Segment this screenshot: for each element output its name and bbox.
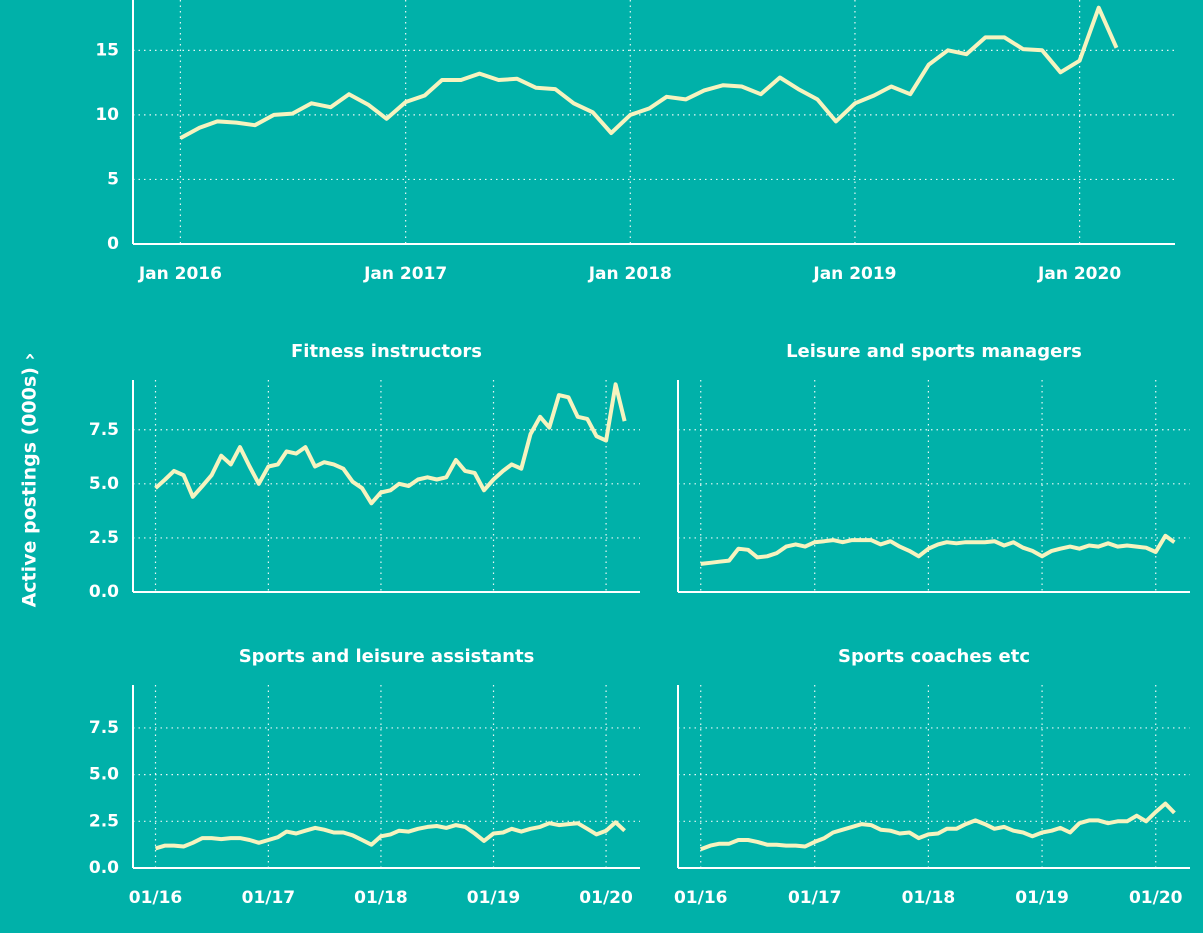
y-tick-label: 15 <box>95 40 119 60</box>
data-line <box>179 5 1119 140</box>
y-tick-label: 10 <box>95 105 119 125</box>
x-tick-label: 01/16 <box>674 888 728 908</box>
y-tick-label: 7.5 <box>89 718 119 738</box>
data-line <box>699 801 1176 852</box>
x-tick-label: Jan 2017 <box>363 264 447 284</box>
y-axis-label: Active postings (000s) › <box>19 353 41 608</box>
y-tick-label: 7.5 <box>89 420 119 440</box>
x-tick-label: Jan 2019 <box>812 264 896 284</box>
y-tick-label: 5 <box>107 169 119 189</box>
y-tick-label: 0.0 <box>89 858 119 878</box>
y-tick-label: 5.0 <box>89 765 119 785</box>
y-tick-label: 2.5 <box>89 811 119 831</box>
x-tick-label: 01/17 <box>242 888 296 908</box>
panel-title: Sports and leisure assistants <box>239 646 535 667</box>
x-tick-label: 01/16 <box>129 888 183 908</box>
x-tick-label: 01/18 <box>354 888 408 908</box>
x-tick-label: 01/20 <box>1129 888 1183 908</box>
x-tick-label: Jan 2018 <box>588 264 672 284</box>
x-tick-label: 01/20 <box>579 888 633 908</box>
y-tick-label: 0 <box>107 234 119 254</box>
x-tick-label: 01/19 <box>467 888 521 908</box>
x-tick-label: 01/19 <box>1015 888 1069 908</box>
x-tick-label: 01/18 <box>902 888 956 908</box>
y-tick-label: 5.0 <box>89 474 119 494</box>
y-tick-label: 0.0 <box>89 582 119 602</box>
x-tick-label: Jan 2016 <box>138 264 222 284</box>
x-tick-label: 01/17 <box>788 888 842 908</box>
y-tick-label: 2.5 <box>89 528 119 548</box>
data-line <box>154 820 626 851</box>
x-tick-label: Jan 2020 <box>1037 264 1121 284</box>
data-line <box>154 382 627 506</box>
panel-title: Leisure and sports managers <box>786 341 1082 362</box>
panel-title: Fitness instructors <box>291 341 482 362</box>
data-line <box>700 533 1176 566</box>
panel-title: Sports coaches etc <box>838 646 1030 667</box>
